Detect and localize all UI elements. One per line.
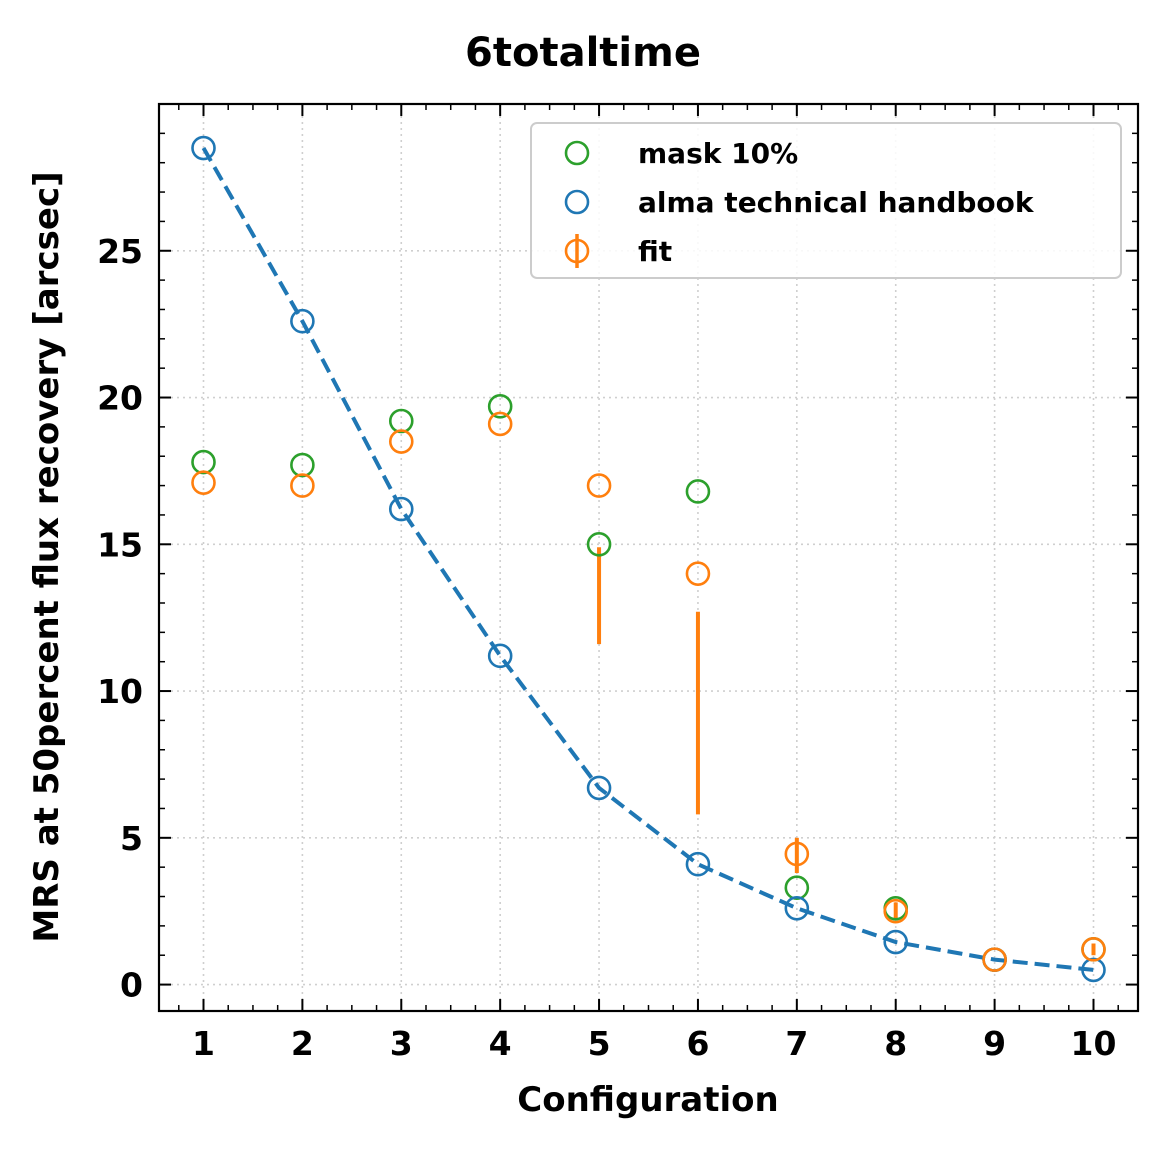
x-tick-label: 8 bbox=[884, 1024, 907, 1063]
data-point bbox=[290, 452, 315, 478]
series-line bbox=[201, 147, 1094, 972]
data-point bbox=[586, 775, 612, 801]
data-markers bbox=[191, 135, 1106, 983]
x-tick-label: 3 bbox=[390, 1024, 413, 1063]
y-axis-label: MRS at 50percent flux recovery [arcsec] bbox=[27, 171, 67, 942]
chart-title: 6totaltime bbox=[465, 30, 701, 76]
legend-marker bbox=[564, 189, 590, 215]
x-tick-label: 2 bbox=[291, 1024, 314, 1063]
legend-label: alma technical handbook bbox=[638, 186, 1035, 219]
legend-label: mask 10% bbox=[638, 137, 798, 170]
y-tick-label: 25 bbox=[97, 232, 143, 271]
data-point bbox=[586, 473, 612, 498]
x-tick-label: 10 bbox=[1071, 1024, 1117, 1063]
legend-marker bbox=[564, 140, 590, 166]
legend-box bbox=[530, 122, 1122, 279]
x-tick-label: 6 bbox=[686, 1024, 709, 1063]
data-point bbox=[487, 411, 513, 437]
data-point bbox=[191, 449, 216, 475]
tick-labels: 1 2 3 4 5 6 7 8 9 10 0 5 10 15 20 25 bbox=[97, 232, 1116, 1063]
data-point bbox=[191, 470, 216, 495]
data-point bbox=[784, 841, 810, 867]
x-tick-label: 4 bbox=[489, 1024, 512, 1063]
data-point bbox=[191, 135, 216, 161]
data-point bbox=[388, 408, 414, 434]
data-point bbox=[290, 473, 315, 498]
series-lines bbox=[201, 147, 1094, 972]
data-point bbox=[883, 898, 909, 924]
y-tick-label: 20 bbox=[97, 379, 143, 418]
y-tick-label: 10 bbox=[97, 672, 143, 711]
x-tick-label: 9 bbox=[983, 1024, 1006, 1063]
x-tick-label: 1 bbox=[192, 1024, 215, 1063]
y-tick-label: 5 bbox=[120, 819, 143, 858]
legend-label: fit bbox=[638, 235, 672, 268]
legend: mask 10% alma technical handbook fit bbox=[530, 122, 1122, 279]
data-point bbox=[487, 394, 513, 419]
data-point bbox=[982, 947, 1007, 972]
data-point bbox=[685, 561, 711, 586]
data-point bbox=[1081, 957, 1106, 983]
data-point bbox=[784, 875, 810, 901]
data-point bbox=[784, 895, 810, 921]
y-tick-label: 15 bbox=[97, 525, 143, 564]
data-point bbox=[290, 308, 315, 334]
x-tick-label: 5 bbox=[588, 1024, 611, 1063]
data-point bbox=[388, 496, 414, 522]
data-point bbox=[883, 929, 909, 955]
y-tick-label: 0 bbox=[120, 966, 143, 1005]
data-point bbox=[487, 643, 513, 669]
error-bars bbox=[597, 547, 1096, 956]
x-axis-label: Configuration bbox=[517, 1080, 778, 1120]
data-point bbox=[1081, 937, 1106, 962]
data-point bbox=[685, 851, 711, 877]
axis-ticks bbox=[159, 104, 1138, 1011]
legend-marker bbox=[564, 238, 590, 264]
data-point bbox=[685, 479, 711, 504]
x-tick-label: 7 bbox=[785, 1024, 808, 1063]
data-point bbox=[586, 531, 612, 557]
data-point bbox=[388, 429, 414, 454]
